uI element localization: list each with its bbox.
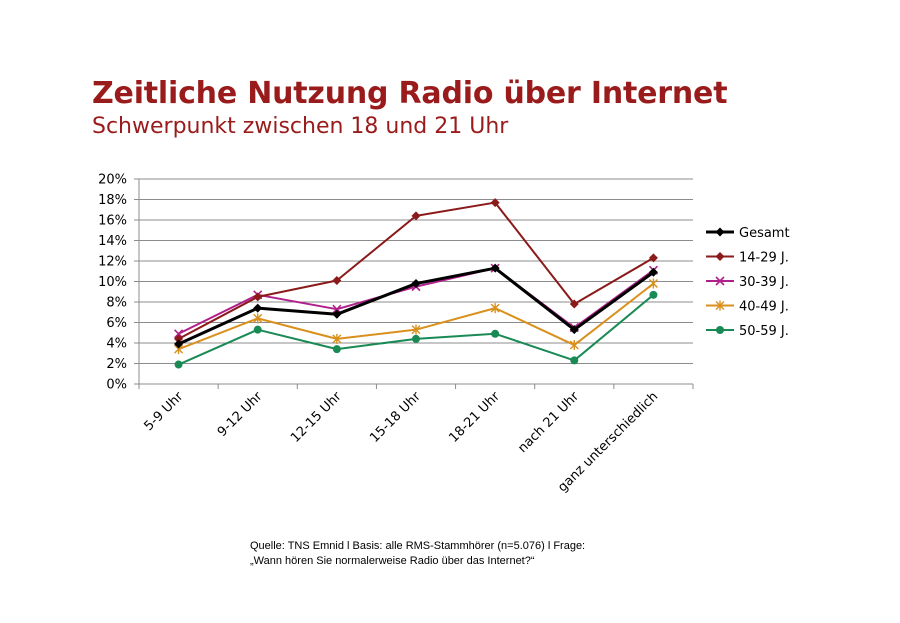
data-point [253,313,263,324]
x-tick-label: nach 21 Uhr [515,389,582,456]
chart-title: Zeitliche Nutzung Radio über Internet [92,76,728,111]
series-group [174,198,658,344]
data-point [332,309,342,319]
series-group [174,278,658,355]
series-line [178,201,654,340]
x-tick-label: 9-12 Uhr [215,389,266,440]
legend-item: 50-59 J. [706,324,789,339]
data-point [174,339,184,349]
y-tick-label: 16% [98,214,127,229]
source-line-2: „Wann hören Sie normalerweise Radio über… [250,555,535,567]
data-point [253,303,263,313]
legend-item: Gesamt [706,226,790,241]
data-point [648,253,658,263]
legend-marker [715,276,725,286]
data-point [648,278,658,289]
legend-marker [715,227,725,237]
series-group [174,290,658,369]
y-tick-label: 4% [106,337,127,352]
data-point [490,198,500,208]
chart-subtitle: Schwerpunkt zwischen 18 und 21 Uhr [92,114,509,139]
data-point [174,334,184,344]
legend-marker [716,326,724,334]
data-point [569,325,579,335]
legend-marker [715,300,725,311]
source-note: Quelle: TNS Emnid l Basis: alle RMS-Stam… [250,539,585,569]
data-point [491,329,500,338]
data-point [411,324,421,335]
legend-item: 40-49 J. [706,300,789,315]
data-point [174,360,183,369]
legend-label: 40-49 J. [739,300,789,315]
y-tick-label: 12% [98,255,127,270]
data-point [411,211,421,221]
data-point [490,303,500,314]
y-tick-label: 0% [106,378,127,393]
data-point [649,290,658,299]
data-point [569,340,579,351]
data-point [332,275,342,285]
data-point [490,263,500,273]
x-tick-label: 12-15 Uhr [288,389,345,446]
data-point [253,325,262,334]
legend-label: 14-29 J. [739,251,789,266]
y-tick-label: 18% [98,193,127,208]
y-tick-label: 2% [106,357,127,372]
x-tick-label: 18-21 Uhr [446,389,503,446]
data-point [411,279,421,289]
legend-marker [715,252,725,261]
legend-item: 30-39 J. [706,275,789,290]
data-point [332,333,342,344]
legend-label: 50-59 J. [739,324,789,339]
source-line-1: Quelle: TNS Emnid l Basis: alle RMS-Stam… [250,540,586,552]
y-tick-label: 8% [106,296,127,311]
legend-label: 30-39 J. [739,275,789,290]
series-group [174,263,658,349]
data-point [648,267,658,277]
data-point [570,356,579,365]
data-point [569,299,579,309]
y-tick-label: 20% [98,173,127,188]
y-tick-label: 6% [106,316,127,331]
y-tick-label: 10% [98,275,127,290]
legend-item: 14-29 J. [706,251,789,266]
x-tick-label: 15-18 Uhr [367,389,424,446]
legend-label: Gesamt [739,226,790,241]
data-point [332,345,341,354]
x-tick-label: 5-9 Uhr [142,389,187,434]
data-point [412,334,420,343]
data-point [253,292,263,302]
y-tick-label: 14% [98,234,127,249]
